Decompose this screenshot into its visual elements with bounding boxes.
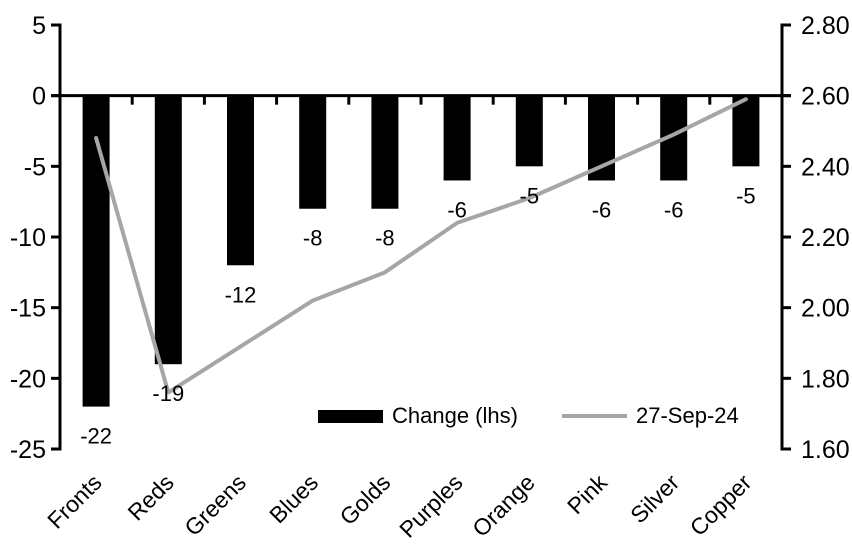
legend-label-change-lhs: Change (lhs) xyxy=(392,403,518,428)
bar-value-label: -22 xyxy=(80,424,112,449)
left-axis-tick-label: -25 xyxy=(10,436,46,464)
left-axis-tick-label: 0 xyxy=(32,83,46,111)
bar-value-label: -5 xyxy=(736,183,756,208)
bar-value-label: -6 xyxy=(592,197,612,222)
bar-value-label: -8 xyxy=(375,226,395,251)
right-axis-tick-label: 2.80 xyxy=(801,12,850,40)
category-label-purples: Purples xyxy=(394,469,468,543)
bar-value-label: -19 xyxy=(152,381,184,406)
bar-purples xyxy=(443,95,471,181)
legend-line-swatch xyxy=(562,414,627,418)
category-label-reds: Reds xyxy=(122,469,178,525)
category-label-golds: Golds xyxy=(335,469,396,530)
right-axis-tick-label: 2.60 xyxy=(801,83,850,111)
left-axis-tick-label: -20 xyxy=(10,365,46,393)
right-axis-tick-label: 2.40 xyxy=(801,153,850,181)
bar-reds xyxy=(154,95,182,365)
left-axis-tick-label: 5 xyxy=(32,12,46,40)
legend-item-27-sep-24: 27-Sep-24 xyxy=(562,403,739,429)
left-axis-tick-label: -15 xyxy=(10,295,46,323)
category-label-orange: Orange xyxy=(467,469,540,542)
legend-bar-swatch xyxy=(318,409,383,423)
bar-golds xyxy=(371,95,399,209)
legend-label-27-sep-24: 27-Sep-24 xyxy=(636,403,739,428)
bar-value-label: -8 xyxy=(303,226,323,251)
bar-fronts xyxy=(82,95,110,407)
legend-item-change-lhs: Change (lhs) xyxy=(318,403,518,429)
bar-greens xyxy=(227,95,254,266)
category-label-silver: Silver xyxy=(625,469,684,528)
category-label-blues: Blues xyxy=(264,469,323,528)
bar-orange xyxy=(515,95,543,167)
category-label-greens: Greens xyxy=(179,469,251,541)
category-label-pink: Pink xyxy=(562,469,612,519)
left-axis-tick-label: -5 xyxy=(24,153,46,181)
right-axis-tick-label: 1.80 xyxy=(801,365,850,393)
right-axis-tick-label: 1.60 xyxy=(801,436,850,464)
right-axis-tick-label: 2.20 xyxy=(801,224,850,252)
right-axis-tick-label: 2.00 xyxy=(801,295,850,323)
series-line-27-sep-24 xyxy=(94,97,748,395)
bar-value-label: -6 xyxy=(447,197,467,222)
category-label-copper: Copper xyxy=(685,469,757,541)
bar-value-label: -12 xyxy=(225,282,257,307)
bar-value-label: -6 xyxy=(664,197,684,222)
bar-copper xyxy=(732,95,760,167)
bar-blues xyxy=(299,95,327,209)
bar-value-label: -5 xyxy=(520,183,540,208)
category-label-fronts: Fronts xyxy=(42,469,106,533)
left-axis-tick-label: -10 xyxy=(10,224,46,252)
